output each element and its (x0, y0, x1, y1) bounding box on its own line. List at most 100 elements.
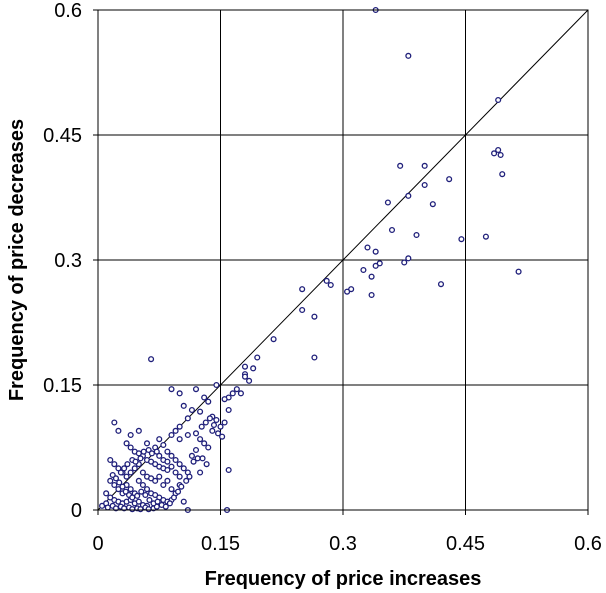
x-tick-label: 0.45 (446, 533, 485, 555)
data-point (164, 458, 171, 465)
data-point (138, 488, 145, 495)
data-point (221, 396, 228, 403)
data-point (178, 483, 185, 490)
data-point (145, 506, 152, 513)
data-point (168, 386, 175, 393)
data-point (372, 248, 379, 255)
data-point (132, 458, 139, 465)
data-point (176, 423, 183, 430)
data-point (168, 463, 175, 470)
data-point (246, 377, 253, 384)
data-point (221, 419, 228, 426)
data-point (360, 266, 367, 274)
data-points (99, 6, 522, 514)
data-point (225, 466, 232, 474)
data-point (172, 427, 179, 434)
data-point (311, 354, 318, 361)
data-point (219, 433, 226, 440)
data-point (143, 440, 151, 447)
data-point (142, 491, 149, 499)
data-point (192, 430, 200, 437)
data-point (203, 461, 210, 468)
data-point (124, 461, 131, 468)
plot-frame (97, 9, 589, 511)
data-point (254, 354, 261, 361)
data-point (121, 465, 128, 472)
data-point (164, 448, 171, 455)
data-point (201, 440, 208, 447)
data-point (250, 365, 257, 372)
x-tick-label: 0.3 (329, 533, 357, 555)
data-point (388, 226, 396, 234)
data-point (152, 477, 159, 484)
data-point (111, 481, 118, 489)
data-point (197, 408, 204, 415)
data-point (421, 181, 428, 189)
data-point (107, 477, 114, 484)
data-point (140, 448, 147, 455)
data-point (299, 286, 306, 293)
x-tick-label: 0.15 (201, 533, 240, 555)
data-point (327, 281, 334, 289)
y-axis-title: Frequency of price decreases (6, 119, 28, 401)
data-point (162, 503, 169, 510)
data-point (111, 419, 118, 426)
data-point (123, 473, 130, 480)
data-point (131, 465, 138, 472)
data-point (188, 406, 195, 414)
x-tick-label: 0.6 (574, 533, 602, 555)
data-point (160, 441, 167, 449)
data-point (229, 390, 236, 397)
data-point (127, 469, 134, 476)
data-point (188, 452, 195, 459)
data-point (344, 288, 351, 295)
y-tick-label: 0.45 (43, 125, 82, 147)
data-point (215, 430, 222, 437)
data-point (237, 390, 244, 397)
y-tick-label: 0.15 (43, 375, 82, 397)
data-point (156, 473, 163, 480)
data-point (270, 336, 277, 343)
data-point (217, 423, 224, 430)
data-point (156, 436, 163, 443)
data-point (166, 500, 173, 507)
y-tick-label: 0.6 (54, 0, 82, 22)
data-point (299, 306, 306, 314)
data-point (241, 373, 249, 380)
data-point (209, 427, 216, 434)
data-point (213, 381, 220, 389)
data-point (202, 419, 209, 426)
data-point (194, 455, 201, 462)
data-point (180, 465, 187, 472)
data-point (135, 477, 142, 484)
data-point (233, 386, 240, 393)
data-point (168, 486, 175, 493)
data-point (437, 281, 445, 288)
data-point (515, 268, 522, 275)
data-point (197, 436, 204, 443)
y-tick-label: 0 (71, 500, 82, 522)
data-point (198, 423, 205, 430)
data-point (176, 436, 183, 443)
data-point (143, 486, 151, 493)
data-point (139, 469, 146, 476)
data-point (127, 431, 134, 439)
data-point (429, 201, 436, 208)
data-point (137, 506, 144, 513)
data-point (446, 176, 453, 183)
data-point (201, 394, 208, 401)
data-point (401, 259, 408, 266)
data-point (129, 506, 136, 513)
data-point (148, 356, 155, 363)
data-point (137, 455, 144, 462)
x-tick-label: 0 (92, 533, 103, 555)
data-point (116, 479, 123, 486)
y-tick-labels: 0 0.15 0.3 0.45 0.6 (43, 0, 82, 522)
y-tick-label: 0.3 (54, 250, 82, 272)
data-point (127, 486, 134, 493)
data-point (199, 455, 206, 462)
data-point (135, 498, 142, 505)
data-point (103, 490, 110, 497)
data-point (176, 390, 183, 397)
data-point (192, 386, 200, 393)
